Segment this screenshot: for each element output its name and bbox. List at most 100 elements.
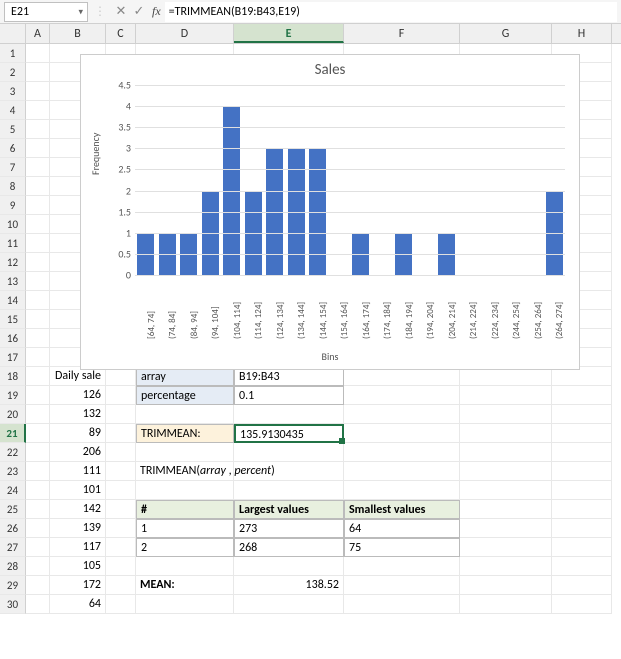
row-header[interactable]: 5: [0, 120, 26, 139]
cell-A17[interactable]: [26, 348, 50, 367]
row-header[interactable]: 18: [0, 367, 26, 386]
cell-A2[interactable]: [26, 63, 50, 82]
row-header[interactable]: 2: [0, 63, 26, 82]
row-header[interactable]: 22: [0, 443, 26, 462]
row-header[interactable]: 23: [0, 462, 26, 481]
cell-A8[interactable]: [26, 177, 50, 196]
row-header[interactable]: 16: [0, 329, 26, 348]
cell-E24[interactable]: [234, 481, 344, 500]
cell-B29[interactable]: 172: [50, 576, 106, 595]
cell-F19[interactable]: [344, 386, 460, 405]
col-header-H[interactable]: H: [552, 24, 612, 43]
cell-D19[interactable]: percentage: [136, 386, 234, 405]
row-header[interactable]: 4: [0, 101, 26, 120]
select-all-corner[interactable]: [0, 24, 26, 43]
cell-D20[interactable]: [136, 405, 234, 424]
cell-B24[interactable]: 101: [50, 481, 106, 500]
cell-A5[interactable]: [26, 120, 50, 139]
cell-C20[interactable]: [106, 405, 136, 424]
row-header[interactable]: 17: [0, 348, 26, 367]
cell-F22[interactable]: [344, 443, 460, 462]
cell-E19[interactable]: 0.1: [234, 386, 344, 405]
row-header[interactable]: 14: [0, 291, 26, 310]
cell-C25[interactable]: [106, 500, 136, 519]
cell-D28[interactable]: [136, 557, 234, 576]
cancel-icon[interactable]: ✕: [112, 4, 130, 19]
cell-E20[interactable]: [234, 405, 344, 424]
name-box[interactable]: E21 ▾: [4, 2, 88, 22]
cell-A11[interactable]: [26, 234, 50, 253]
cell-H28[interactable]: [552, 557, 612, 576]
cell-H27[interactable]: [552, 538, 612, 557]
cell-A10[interactable]: [26, 215, 50, 234]
cell-A20[interactable]: [26, 405, 50, 424]
row-header[interactable]: 28: [0, 557, 26, 576]
cell-H30[interactable]: [552, 595, 612, 614]
row-header[interactable]: 21: [0, 424, 26, 443]
cell-A23[interactable]: [26, 462, 50, 481]
cell-G29[interactable]: [460, 576, 552, 595]
cell-A7[interactable]: [26, 158, 50, 177]
cell-G28[interactable]: [460, 557, 552, 576]
cell-G27[interactable]: [460, 538, 552, 557]
cell-G20[interactable]: [460, 405, 552, 424]
cell-G24[interactable]: [460, 481, 552, 500]
cell-A6[interactable]: [26, 139, 50, 158]
cell-B26[interactable]: 139: [50, 519, 106, 538]
cell-F24[interactable]: [344, 481, 460, 500]
cell-C30[interactable]: [106, 595, 136, 614]
chevron-down-icon[interactable]: ▾: [78, 6, 83, 17]
cell-G23[interactable]: [460, 462, 552, 481]
cell-A4[interactable]: [26, 101, 50, 120]
cell-H22[interactable]: [552, 443, 612, 462]
cell-D29[interactable]: MEAN:: [136, 576, 234, 595]
cell-H20[interactable]: [552, 405, 612, 424]
cell-B19[interactable]: 126: [50, 386, 106, 405]
cell-D24[interactable]: [136, 481, 234, 500]
cell-A27[interactable]: [26, 538, 50, 557]
cell-A14[interactable]: [26, 291, 50, 310]
row-header[interactable]: 13: [0, 272, 26, 291]
cell-G25[interactable]: [460, 500, 552, 519]
col-header-E[interactable]: E: [234, 24, 344, 43]
cell-F27[interactable]: 75: [344, 538, 460, 557]
cell-B21[interactable]: 89: [50, 424, 106, 443]
cell-A12[interactable]: [26, 253, 50, 272]
cell-A16[interactable]: [26, 329, 50, 348]
selection-handle[interactable]: [339, 438, 345, 444]
cell-F23[interactable]: [344, 462, 460, 481]
cell-A30[interactable]: [26, 595, 50, 614]
cell-H24[interactable]: [552, 481, 612, 500]
cell-E22[interactable]: [234, 443, 344, 462]
cell-E28[interactable]: [234, 557, 344, 576]
col-header-F[interactable]: F: [344, 24, 460, 43]
cell-H29[interactable]: [552, 576, 612, 595]
cell-A15[interactable]: [26, 310, 50, 329]
row-header[interactable]: 25: [0, 500, 26, 519]
row-header[interactable]: 24: [0, 481, 26, 500]
cell-A1[interactable]: [26, 44, 50, 63]
cell-A13[interactable]: [26, 272, 50, 291]
cell-F20[interactable]: [344, 405, 460, 424]
cell-A28[interactable]: [26, 557, 50, 576]
row-header[interactable]: 1: [0, 44, 26, 63]
cell-E30[interactable]: [234, 595, 344, 614]
row-header[interactable]: 9: [0, 196, 26, 215]
cell-A25[interactable]: [26, 500, 50, 519]
cell-A3[interactable]: [26, 82, 50, 101]
row-header[interactable]: 11: [0, 234, 26, 253]
cell-D27[interactable]: 2: [136, 538, 234, 557]
cell-A18[interactable]: [26, 367, 50, 386]
cell-C26[interactable]: [106, 519, 136, 538]
cell-C24[interactable]: [106, 481, 136, 500]
cell-A9[interactable]: [26, 196, 50, 215]
col-header-C[interactable]: C: [106, 24, 136, 43]
cell-F26[interactable]: 64: [344, 519, 460, 538]
row-header[interactable]: 27: [0, 538, 26, 557]
cell-C21[interactable]: [106, 424, 136, 443]
cell-A21[interactable]: [26, 424, 50, 443]
cell-C29[interactable]: [106, 576, 136, 595]
row-header[interactable]: 6: [0, 139, 26, 158]
row-header[interactable]: 19: [0, 386, 26, 405]
row-header[interactable]: 12: [0, 253, 26, 272]
